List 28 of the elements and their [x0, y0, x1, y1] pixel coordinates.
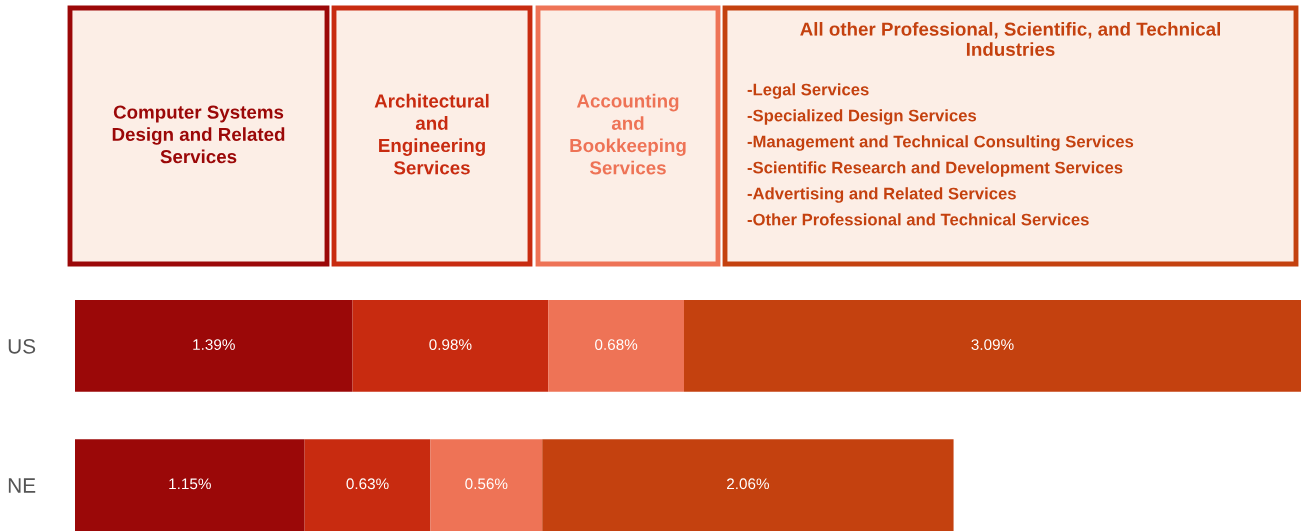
data-label: 0.98%	[429, 339, 472, 351]
text: -Other Professional and Technical Services	[747, 213, 1089, 226]
bar	[430, 439, 543, 531]
data-label: 0.68%	[595, 339, 638, 351]
bar	[75, 439, 305, 531]
text: -Advertising and Related Services	[747, 187, 1016, 203]
bar	[75, 300, 353, 392]
y-tick-label: NE	[8, 478, 36, 493]
data-label: 2.06%	[727, 478, 770, 490]
bar	[684, 300, 1301, 392]
text: -Specialized Design Services	[747, 109, 977, 125]
bar	[352, 300, 549, 392]
text: Computer Systems Design and Related Services	[112, 105, 285, 164]
text: -Scientific Research and Development Services	[747, 161, 1123, 177]
data-label: 0.56%	[465, 478, 508, 490]
text: All other Professional, Scientific, and Technical Industries	[800, 22, 1221, 56]
text: -Management and Technical Consulting Services	[747, 135, 1134, 151]
data-label: 1.15%	[169, 478, 211, 490]
bar	[304, 439, 431, 531]
bar	[548, 300, 685, 392]
y-tick-label: US	[8, 338, 36, 354]
data-label: 0.63%	[346, 478, 389, 490]
text: Accounting and Bookkeeping Services	[570, 93, 686, 175]
text: -Legal Services	[747, 83, 869, 99]
bar	[542, 439, 954, 531]
data-label: 1.39%	[193, 339, 235, 351]
text: Architectural and Engineering Services	[374, 93, 489, 175]
data-label: 3.09%	[971, 339, 1014, 351]
